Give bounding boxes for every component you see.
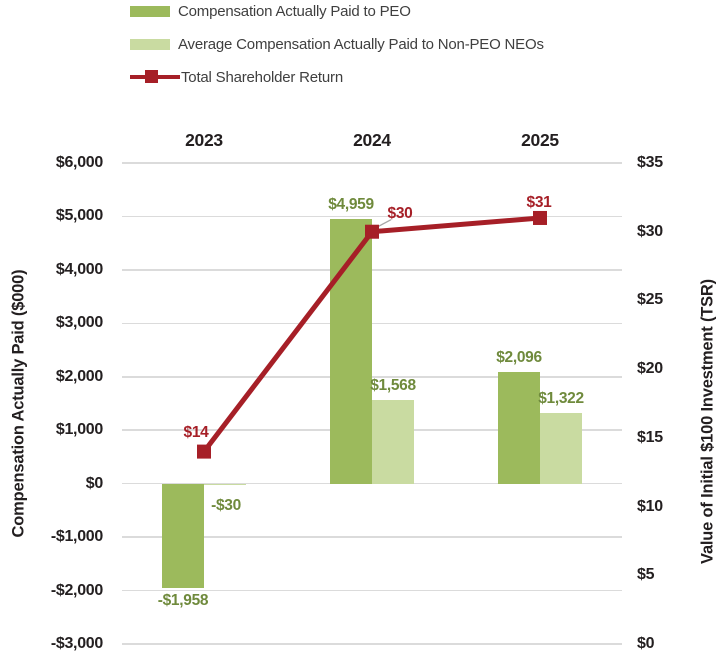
right-axis-tick: $25 <box>637 291 663 309</box>
bar-label-peo-2023: -$1,958 <box>157 592 209 610</box>
gridline <box>122 536 622 538</box>
left-axis-tick: -$3,000 <box>50 635 103 651</box>
right-axis-tick: $5 <box>637 566 655 584</box>
left-axis-title: Compensation Actually Paid ($000) <box>9 269 28 538</box>
bar-label-peo-2025: $2,096 <box>496 348 542 366</box>
bar-label-non-peo-2024: $1,568 <box>370 376 416 394</box>
bar-non-peo-2024 <box>372 399 414 484</box>
right-axis-tick: $20 <box>637 360 663 378</box>
right-axis-tick: $10 <box>637 497 663 515</box>
bar-non-peo-2023 <box>204 483 246 486</box>
left-axis-tick: $6,000 <box>55 154 103 171</box>
gridline <box>122 162 622 164</box>
legend-label-tsr: Total Shareholder Return <box>181 68 343 86</box>
peo-bar-swatch-icon <box>130 5 170 17</box>
tsr-marker-2025 <box>533 210 547 225</box>
right-axis-tick: $0 <box>637 635 655 651</box>
category-header-2024: 2024 <box>353 130 391 150</box>
left-axis-tick: $4,000 <box>55 260 103 278</box>
gridline <box>122 643 622 645</box>
bar-label-non-peo-2023: -$30 <box>211 496 241 514</box>
left-axis-tick: $2,000 <box>55 367 103 385</box>
bar-label-non-peo-2025: $1,322 <box>538 390 584 407</box>
tsr-label-2023: $14 <box>183 424 209 442</box>
legend-item-peo: Compensation Actually Paid to PEO <box>130 2 544 20</box>
tsr-line-swatch-icon <box>130 70 180 84</box>
bar-label-peo-2024: $4,959 <box>328 195 374 213</box>
gridline <box>122 269 622 271</box>
bar-peo-2023 <box>162 483 204 589</box>
gridline <box>122 322 622 325</box>
chart-legend: Compensation Actually Paid to PEO Averag… <box>130 2 544 86</box>
tsr-label-2024: $30 <box>387 205 413 223</box>
legend-item-non-peo: Average Compensation Actually Paid to No… <box>130 35 544 53</box>
left-axis-tick: -$1,000 <box>50 528 103 546</box>
tsr-label-2025: $31 <box>526 194 552 212</box>
right-axis-tick: $35 <box>637 154 663 171</box>
left-axis-tick: -$2,000 <box>50 581 103 599</box>
right-axis-tick: $15 <box>637 428 663 446</box>
left-axis-tick: $0 <box>85 474 104 492</box>
non-peo-bar-swatch-icon <box>130 38 170 50</box>
left-axis-tick: $1,000 <box>55 421 103 439</box>
bar-peo-2025 <box>498 371 540 484</box>
category-header-2023: 2023 <box>185 130 223 150</box>
legend-item-tsr: Total Shareholder Return <box>130 68 544 86</box>
bar-non-peo-2025 <box>540 413 582 484</box>
category-header-2025: 2025 <box>521 130 559 150</box>
right-axis-tick: $30 <box>637 222 663 240</box>
left-axis-tick: $3,000 <box>55 314 103 332</box>
bar-peo-2024 <box>330 218 372 484</box>
legend-label-non-peo: Average Compensation Actually Paid to No… <box>178 35 544 53</box>
left-axis-tick: $5,000 <box>55 207 103 225</box>
tsr-marker-2023 <box>197 444 211 459</box>
legend-label-peo: Compensation Actually Paid to PEO <box>178 2 411 20</box>
gridline <box>122 482 622 485</box>
gridline <box>122 589 622 592</box>
